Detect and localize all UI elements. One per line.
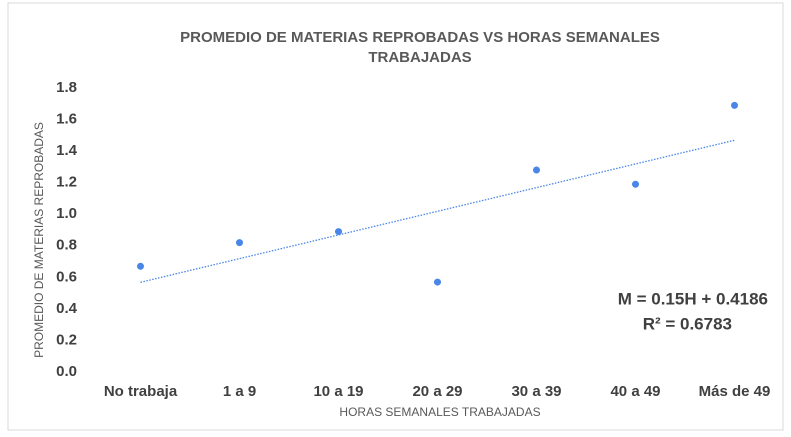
x-tick-label: 10 a 19 (313, 383, 363, 400)
y-axis-label: PROMEDIO DE MATERIAS REPROBADAS (32, 122, 46, 358)
y-tick-label: 0.0 (56, 363, 77, 380)
y-tick-label: 1.2 (56, 174, 77, 191)
x-tick-label: No trabaja (104, 383, 178, 400)
x-tick-label: Más de 49 (699, 383, 771, 400)
y-tick-label: 0.4 (56, 300, 78, 317)
y-tick-label: 1.6 (56, 111, 77, 128)
y-tick-label: 0.2 (56, 331, 77, 348)
y-tick-label: 1.0 (56, 205, 77, 222)
x-axis-label: HORAS SEMANALES TRABAJADAS (339, 405, 540, 419)
y-tick-label: 1.4 (56, 142, 78, 159)
chart-border (7, 2, 784, 431)
y-tick-label: 0.6 (56, 268, 77, 285)
point (533, 166, 540, 174)
r-squared: R² = 0.6783 (643, 314, 732, 333)
x-tick-label: 1 a 9 (223, 383, 256, 400)
point (335, 228, 342, 236)
point (731, 101, 738, 109)
chart-title: TRABAJADAS (368, 49, 471, 66)
y-tick-label: 1.8 (56, 79, 77, 96)
x-tick-label: 20 a 29 (412, 383, 462, 400)
point (137, 262, 144, 270)
point (434, 278, 441, 286)
point (236, 239, 243, 247)
y-tick-label: 0.8 (56, 237, 77, 254)
x-tick-label: 30 a 39 (511, 383, 561, 400)
point (632, 180, 639, 188)
x-tick-label: 40 a 49 (610, 383, 660, 400)
chart-title: PROMEDIO DE MATERIAS REPROBADAS VS HORAS… (180, 29, 660, 46)
trendline-equation: M = 0.15H + 0.4186 (618, 289, 768, 308)
